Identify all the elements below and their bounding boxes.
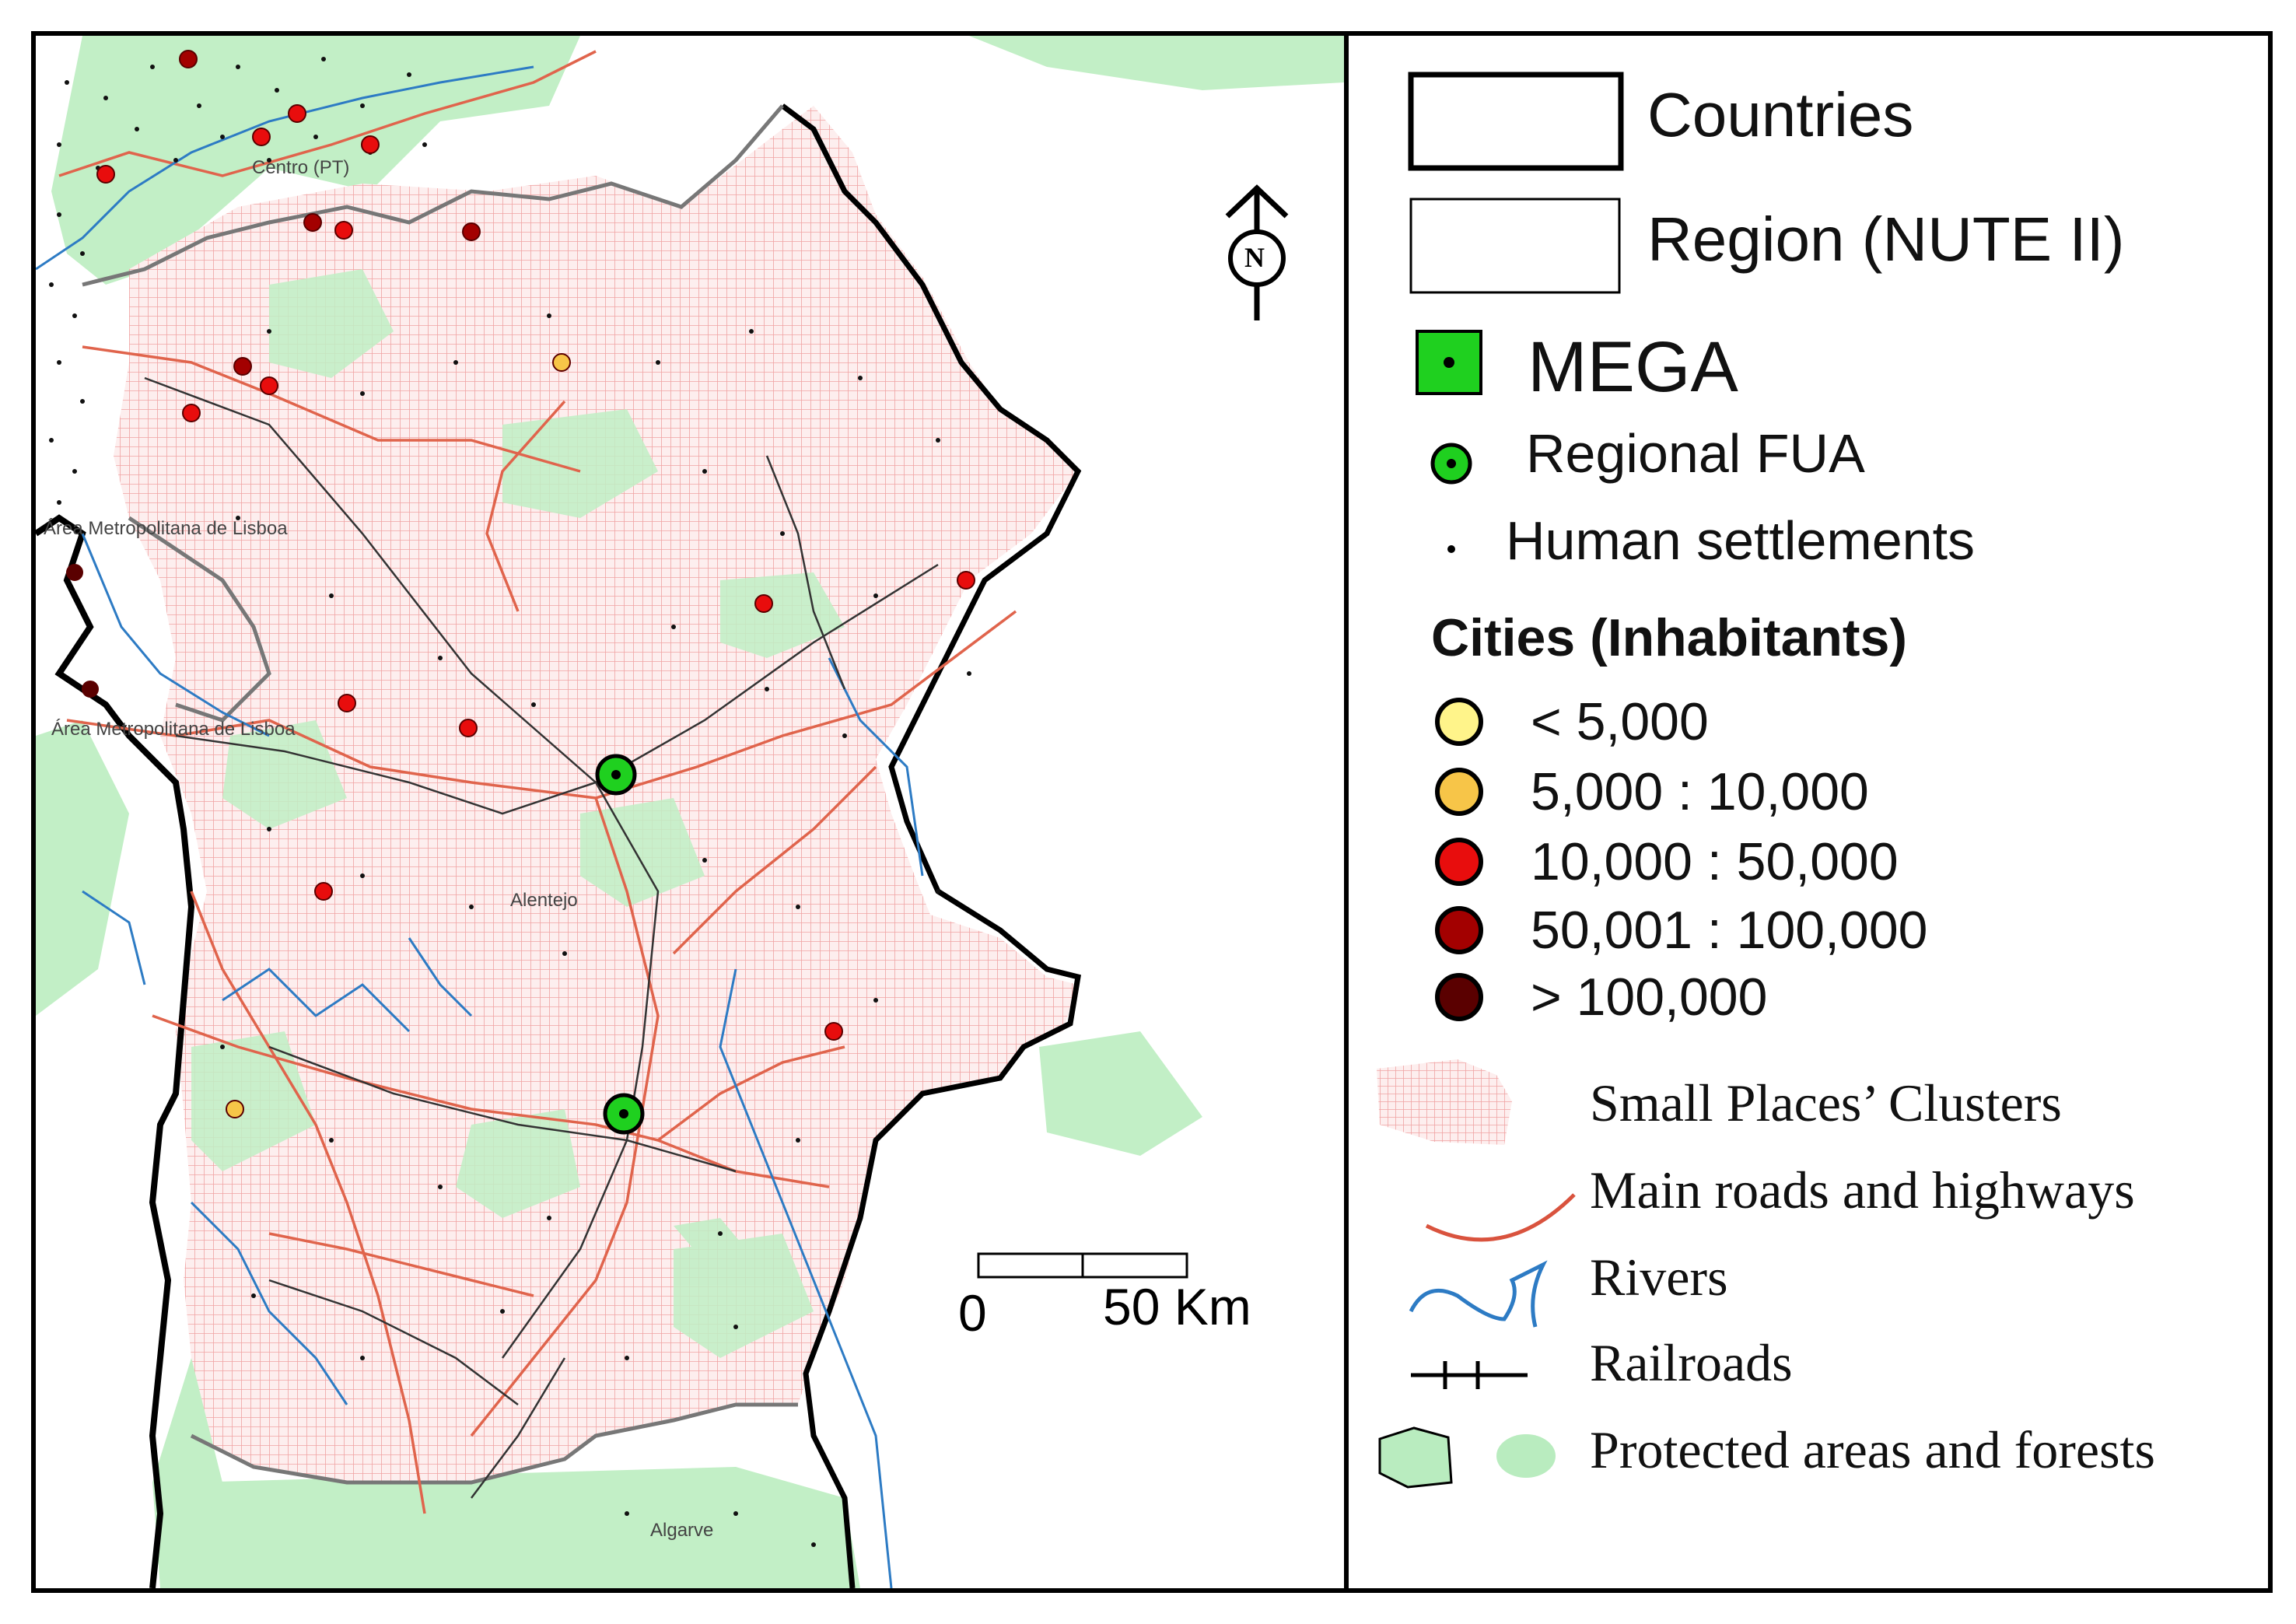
city-dot — [459, 719, 478, 737]
north-letter: N — [1244, 242, 1265, 273]
region-symbol — [1409, 198, 1621, 294]
label-lisboa-bottom: Área Metropolitana de Lisboa — [51, 719, 296, 740]
city-dot — [314, 882, 333, 901]
city-dot — [179, 50, 198, 68]
legend-cities-title: Cities (Inhabitants) — [1431, 608, 1908, 667]
ocean — [36, 36, 67, 191]
city-dot — [66, 564, 83, 581]
scale-start-label: 0 — [958, 1284, 987, 1342]
small-places-clusters-region — [114, 106, 1078, 1482]
legend-protected: Protected areas and forests — [1590, 1420, 2155, 1479]
city-dot — [252, 128, 271, 146]
city-class-symbol — [1435, 973, 1483, 1021]
region-boundary — [82, 104, 798, 1485]
region-coast-south — [152, 1358, 222, 1588]
small-places-symbol — [1377, 1059, 1512, 1145]
city-dot — [957, 571, 975, 590]
legend-railroads: Railroads — [1590, 1333, 1793, 1392]
city-class-symbol — [1435, 768, 1483, 816]
legend-symbols — [1377, 72, 1624, 1489]
legend-city-class-4: 50,001 : 100,000 — [1531, 901, 1928, 960]
cities — [66, 50, 975, 1118]
label-lisboa-top: Área Metropolitana de Lisboa — [44, 518, 288, 539]
regional-fua-markers — [595, 754, 645, 1135]
railroads-symbol — [1411, 1361, 1528, 1389]
city-dot — [303, 213, 322, 232]
human-settlement-symbol — [1447, 545, 1455, 553]
label-algarve: Algarve — [650, 1520, 714, 1541]
legend-countries: Countries — [1647, 80, 1914, 149]
main-roads-symbol — [1425, 1193, 1576, 1242]
scale-bar — [977, 1252, 1188, 1279]
legend-small-places: Small Places’ Clusters — [1590, 1073, 2062, 1132]
map-canvas — [36, 36, 1344, 1588]
city-class-symbol — [1435, 838, 1483, 886]
city-dot — [462, 222, 481, 241]
city-dot — [233, 357, 252, 376]
city-dot — [96, 165, 115, 184]
legend: Countries Region (NUTE II) MEGA Regional… — [1349, 36, 2268, 1588]
forest-symbol — [1496, 1434, 1556, 1478]
city-dot — [182, 404, 201, 422]
city-dot — [754, 594, 773, 613]
legend-human-settlements: Human settlements — [1506, 510, 1976, 571]
scale-end-label: 50 Km — [1103, 1278, 1251, 1335]
city-dot — [226, 1100, 244, 1118]
panel-divider — [1344, 36, 1349, 1588]
city-class-symbol — [1435, 698, 1483, 746]
city-dot — [288, 104, 306, 123]
city-dot — [82, 681, 99, 698]
human-settlements — [49, 57, 971, 1547]
legend-main-roads: Main roads and highways — [1590, 1160, 2135, 1220]
forest-patches — [191, 269, 845, 1358]
city-dot — [260, 376, 278, 395]
city-class-symbol — [1435, 906, 1483, 954]
rivers-symbol — [1409, 1260, 1548, 1328]
legend-city-class-2: 5,000 : 10,000 — [1531, 762, 1869, 821]
legend-city-class-5: > 100,000 — [1531, 968, 1768, 1027]
city-dot — [361, 135, 380, 154]
protected-areas — [36, 36, 1344, 1588]
city-dot — [552, 353, 571, 372]
legend-regional-fua: Regional FUA — [1526, 423, 1865, 484]
legend-city-class-1: < 5,000 — [1531, 692, 1709, 751]
label-centro: Centro (PT) — [252, 157, 350, 178]
legend-city-class-3: 10,000 : 50,000 — [1531, 832, 1899, 891]
main-roads — [58, 50, 1017, 1514]
legend-mega: MEGA — [1528, 327, 1738, 407]
coastline — [36, 514, 195, 1588]
legend-region: Region (NUTE II) — [1647, 205, 2125, 274]
legend-rivers: Rivers — [1590, 1248, 1728, 1307]
map-frame: N Centro (PT) Área Metropolitana de Lisb… — [31, 31, 2273, 1593]
city-dot — [338, 694, 356, 712]
country-border — [780, 103, 1082, 1588]
railroads — [144, 376, 939, 1499]
rivers — [36, 65, 924, 1588]
label-alentejo: Alentejo — [510, 890, 578, 911]
city-dot — [824, 1022, 843, 1041]
city-dot — [334, 221, 353, 240]
countries-symbol — [1408, 72, 1624, 171]
north-arrow-icon — [1225, 184, 1289, 320]
protected-areas-symbol — [1378, 1426, 1453, 1489]
